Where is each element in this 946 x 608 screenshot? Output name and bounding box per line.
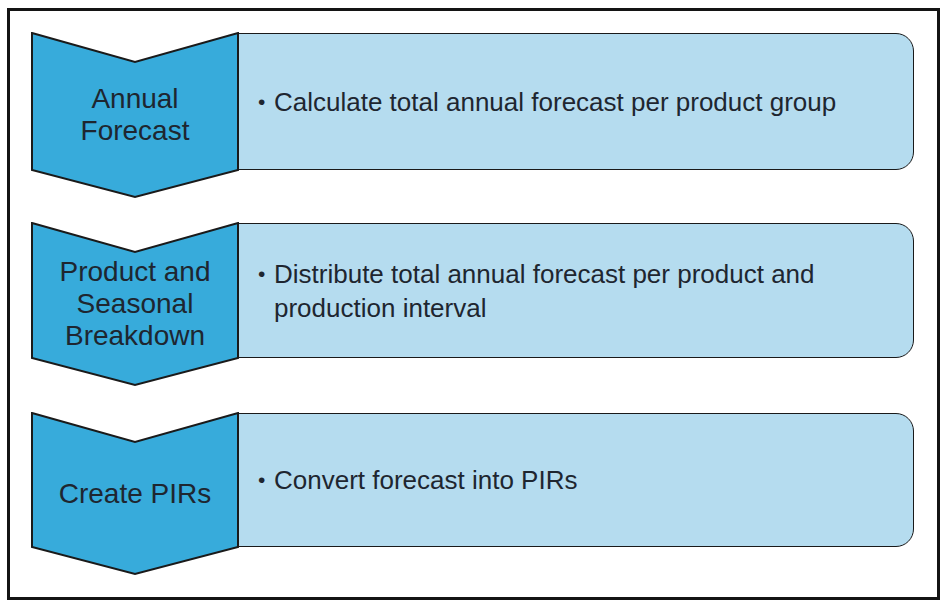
- bullet-text: Calculate total annual forecast per prod…: [274, 85, 836, 119]
- diagram-canvas: • Calculate total annual forecast per pr…: [0, 0, 946, 608]
- step-label: Create PIRs: [31, 413, 239, 574]
- bullet-item: • Distribute total annual forecast per p…: [238, 257, 841, 325]
- bullet-icon: •: [258, 463, 274, 497]
- step-detail-panel: • Distribute total annual forecast per p…: [237, 223, 914, 358]
- process-step-annual-forecast: • Calculate total annual forecast per pr…: [0, 33, 946, 200]
- bullet-icon: •: [258, 85, 274, 119]
- step-label: Annual Forecast: [31, 33, 239, 197]
- bullet-text: Convert forecast into PIRs: [274, 463, 577, 497]
- bullet-icon: •: [258, 257, 274, 291]
- process-step-product-seasonal-breakdown: • Distribute total annual forecast per p…: [0, 223, 946, 388]
- bullet-item: • Convert forecast into PIRs: [238, 463, 603, 497]
- step-label: Product and Seasonal Breakdown: [31, 223, 239, 385]
- process-step-create-pirs: • Convert forecast into PIRs Create PIRs: [0, 413, 946, 577]
- bullet-item: • Calculate total annual forecast per pr…: [238, 85, 862, 119]
- bullet-text: Distribute total annual forecast per pro…: [274, 257, 815, 325]
- step-detail-panel: • Convert forecast into PIRs: [237, 413, 914, 547]
- step-detail-panel: • Calculate total annual forecast per pr…: [237, 33, 914, 170]
